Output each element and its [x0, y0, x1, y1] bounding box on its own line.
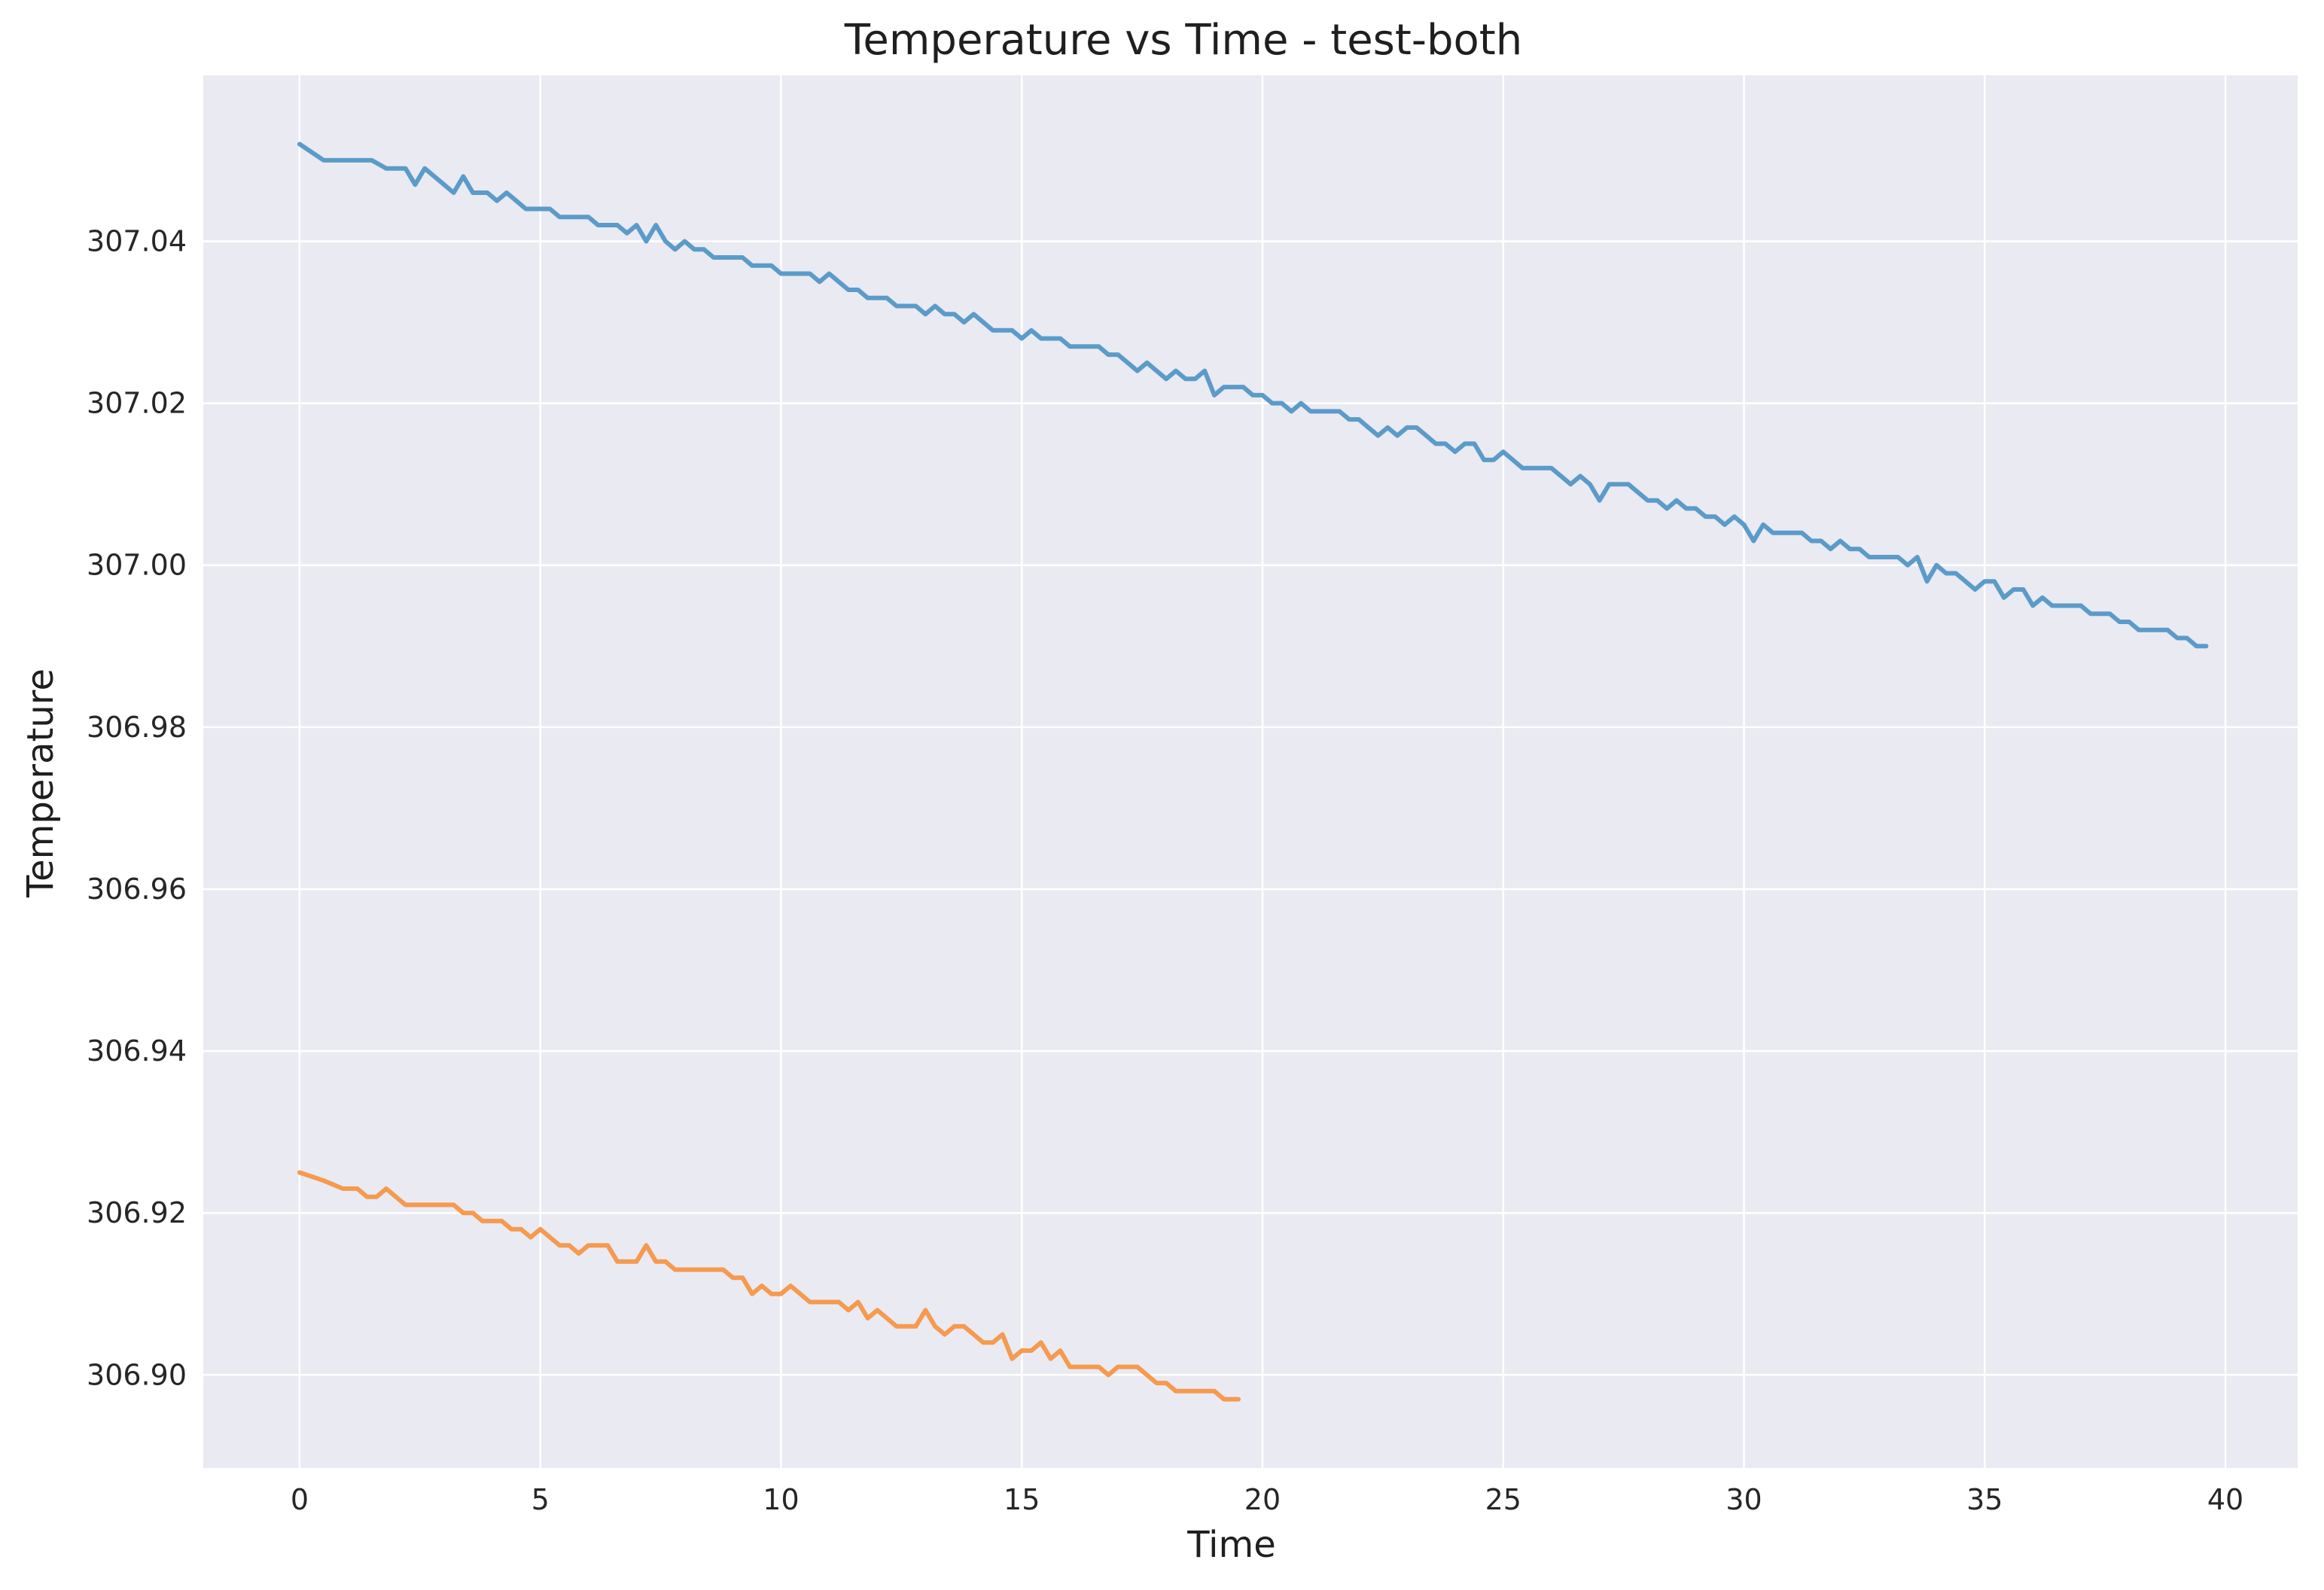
series-line-1: [297, 142, 2209, 649]
x-axis-label: Time: [1186, 1524, 1275, 1566]
y-axis-label: Temperature: [20, 669, 62, 898]
x-axis-ticks: 0 5 10 15 20 25 30 35 40: [291, 1483, 2243, 1516]
y-tick-label: 306.96: [87, 873, 187, 906]
x-tick-label: 5: [532, 1483, 550, 1516]
y-tick-label: 306.90: [87, 1358, 187, 1391]
x-tick-label: 40: [2207, 1483, 2243, 1516]
x-tick-label: 0: [291, 1483, 309, 1516]
x-tick-label: 15: [1004, 1483, 1040, 1516]
x-tick-label: 35: [1966, 1483, 2003, 1516]
x-tick-label: 30: [1725, 1483, 1762, 1516]
chart-title: Temperature vs Time - test-both: [844, 16, 1523, 65]
data-series: [297, 142, 2209, 1402]
y-tick-label: 306.98: [87, 711, 187, 744]
y-tick-label: 307.02: [87, 387, 187, 420]
x-tick-label: 25: [1485, 1483, 1521, 1516]
gridlines: [203, 75, 2298, 1468]
y-tick-label: 307.00: [87, 549, 187, 582]
y-axis-ticks: 306.90 306.92 306.94 306.96 306.98 307.00 307.…: [87, 224, 187, 1391]
y-tick-label: 306.94: [87, 1034, 187, 1068]
y-tick-label: 306.92: [87, 1196, 187, 1229]
plot-area-background: [203, 75, 2298, 1468]
y-tick-label: 307.04: [87, 224, 187, 257]
x-tick-label: 20: [1244, 1483, 1281, 1516]
x-tick-label: 10: [763, 1483, 799, 1516]
series-line-2: [297, 1170, 1241, 1402]
